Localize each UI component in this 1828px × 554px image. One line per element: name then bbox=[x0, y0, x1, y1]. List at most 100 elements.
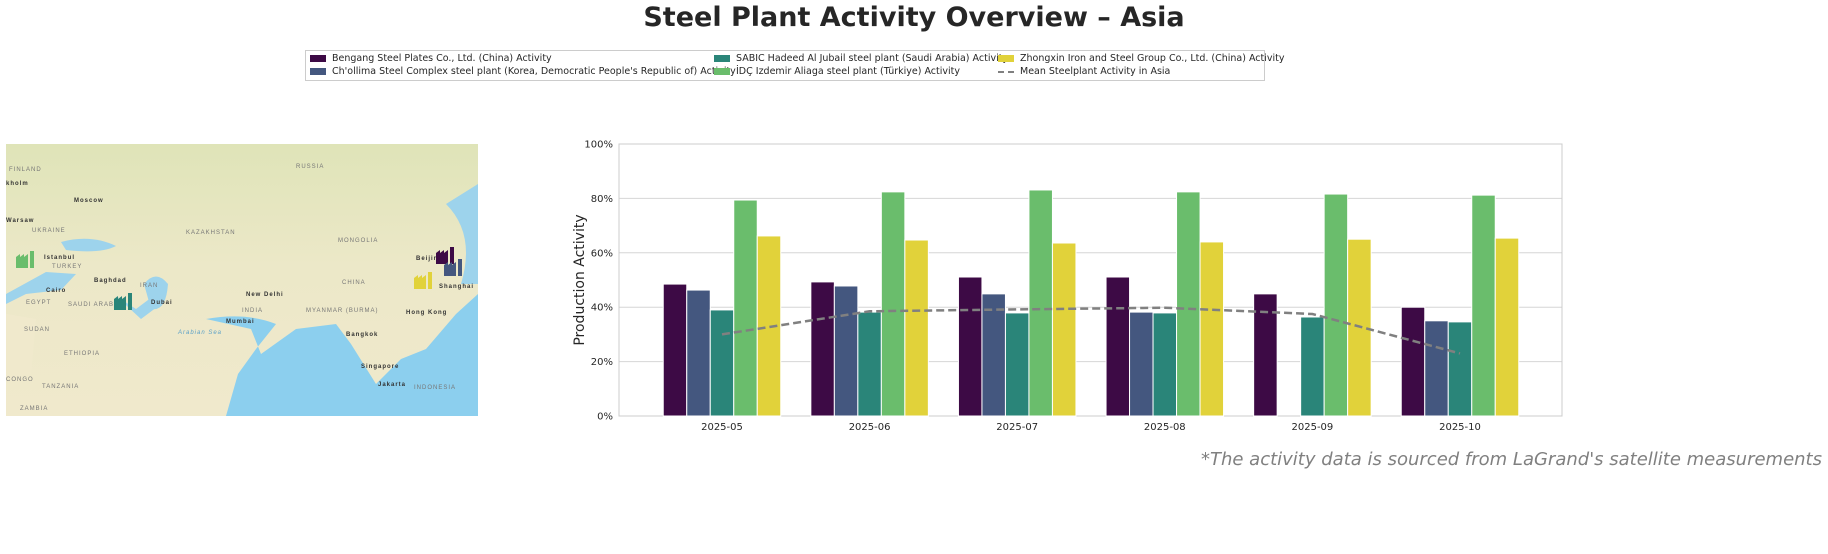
svg-text:Dubai: Dubai bbox=[151, 300, 173, 306]
factory-icon bbox=[436, 247, 454, 264]
x-tick-label: 2025-08 bbox=[1144, 422, 1186, 433]
svg-text:Mumbai: Mumbai bbox=[226, 319, 255, 325]
water bbox=[6, 184, 478, 416]
legend-label: SABIC Hadeed Al Jubail steel plant (Saud… bbox=[736, 53, 1009, 64]
factory-body bbox=[16, 254, 28, 268]
bar bbox=[1004, 312, 1030, 417]
svg-text:EGYPT: EGYPT bbox=[26, 300, 51, 306]
svg-text:CHINA: CHINA bbox=[342, 280, 366, 286]
bar bbox=[880, 191, 906, 417]
x-tick-label: 2025-09 bbox=[1292, 422, 1334, 433]
svg-text:Baghdad: Baghdad bbox=[94, 278, 127, 284]
bar bbox=[981, 293, 1006, 417]
bar bbox=[1494, 237, 1520, 417]
bar bbox=[833, 285, 859, 417]
svg-text:TANZANIA: TANZANIA bbox=[42, 384, 79, 390]
x-tick-label: 2025-07 bbox=[996, 422, 1038, 433]
svg-text:Bangkok: Bangkok bbox=[346, 332, 378, 338]
svg-text:Arabian Sea: Arabian Sea bbox=[177, 330, 222, 336]
y-tick-label: 100% bbox=[584, 140, 613, 151]
bar bbox=[1253, 293, 1278, 417]
svg-text:SAUDI ARABIA: SAUDI ARABIA bbox=[68, 302, 122, 308]
legend-label: Ch'ollima Steel Complex steel plant (Kor… bbox=[332, 66, 736, 77]
factory-icon bbox=[114, 293, 132, 310]
svg-text:Warsaw: Warsaw bbox=[6, 218, 34, 224]
bar bbox=[1152, 312, 1178, 417]
legend-label: İDÇ Izdemir Aliaga steel plant (Türkiye)… bbox=[736, 66, 960, 77]
map[interactable]: RUSSIA FINLAND kholm Moscow Warsaw UKRAI… bbox=[6, 144, 478, 416]
bar bbox=[1028, 189, 1053, 417]
y-tick-label: 80% bbox=[591, 194, 613, 205]
svg-text:Singapore: Singapore bbox=[361, 364, 399, 370]
legend-swatch bbox=[998, 55, 1014, 62]
bar bbox=[810, 281, 835, 417]
mean-line bbox=[721, 306, 1461, 355]
factory-icon bbox=[414, 272, 432, 289]
legend-swatch bbox=[714, 55, 730, 62]
plot-frame bbox=[618, 143, 1563, 417]
x-tick-label: 2025-06 bbox=[849, 422, 891, 433]
y-tick-label: 0% bbox=[597, 412, 613, 423]
legend: Bengang Steel Plates Co., Ltd. (China) A… bbox=[305, 50, 1285, 81]
bar bbox=[1176, 191, 1201, 417]
factory-chimney bbox=[450, 247, 454, 264]
factory-icon bbox=[444, 259, 462, 276]
svg-text:Jakarta: Jakarta bbox=[378, 382, 406, 388]
factory-chimney bbox=[30, 251, 34, 268]
svg-text:Beijing: Beijing bbox=[416, 256, 443, 262]
factory-body bbox=[436, 250, 448, 264]
factory-body bbox=[114, 296, 126, 310]
y-tick-label: 20% bbox=[591, 357, 613, 368]
y-tick-label: 40% bbox=[591, 303, 613, 314]
bar bbox=[1424, 320, 1449, 417]
bar bbox=[857, 311, 882, 417]
chart-title: Steel Plant Activity Overview – Asia bbox=[643, 2, 1185, 33]
bar bbox=[1447, 321, 1473, 417]
bar bbox=[1129, 311, 1154, 417]
factory-chimney bbox=[128, 293, 132, 310]
bar bbox=[733, 199, 758, 417]
bar bbox=[709, 309, 735, 417]
bar bbox=[1323, 193, 1349, 417]
legend-dash bbox=[998, 70, 1014, 73]
svg-text:Hong Kong: Hong Kong bbox=[406, 310, 447, 316]
legend-swatch bbox=[310, 55, 326, 62]
svg-text:ZAMBIA: ZAMBIA bbox=[20, 406, 48, 412]
legend-item: Bengang Steel Plates Co., Ltd. (China) A… bbox=[310, 53, 552, 64]
bar bbox=[662, 283, 688, 417]
factory-icon bbox=[16, 251, 34, 268]
svg-text:Moscow: Moscow bbox=[74, 198, 104, 204]
svg-text:UKRAINE: UKRAINE bbox=[32, 228, 66, 234]
legend-swatch bbox=[714, 68, 730, 75]
svg-text:KAZAKHSTAN: KAZAKHSTAN bbox=[186, 230, 236, 236]
svg-text:RUSSIA: RUSSIA bbox=[296, 164, 324, 170]
svg-text:INDIA: INDIA bbox=[242, 308, 263, 314]
legend-label: Bengang Steel Plates Co., Ltd. (China) A… bbox=[332, 53, 552, 64]
svg-text:New Delhi: New Delhi bbox=[246, 292, 284, 298]
svg-text:INDONESIA: INDONESIA bbox=[414, 385, 456, 391]
svg-text:kholm: kholm bbox=[6, 181, 29, 187]
map-labels: RUSSIA FINLAND kholm Moscow Warsaw UKRAI… bbox=[6, 164, 473, 412]
svg-text:ETHIOPIA: ETHIOPIA bbox=[64, 351, 100, 357]
legend-item: Mean Steelplant Activity in Asia bbox=[998, 66, 1170, 77]
legend-item: İDÇ Izdemir Aliaga steel plant (Türkiye)… bbox=[714, 66, 960, 77]
bar bbox=[1300, 316, 1325, 417]
svg-text:CONGO: CONGO bbox=[6, 377, 34, 383]
svg-text:FINLAND: FINLAND bbox=[9, 167, 42, 173]
x-tick-label: 2025-10 bbox=[1439, 422, 1481, 433]
svg-text:IRAN: IRAN bbox=[140, 283, 158, 289]
factory-chimney bbox=[458, 259, 462, 276]
legend-item: SABIC Hadeed Al Jubail steel plant (Saud… bbox=[714, 53, 1008, 64]
legend-item: Zhongxin Iron and Steel Group Co., Ltd. … bbox=[998, 53, 1285, 64]
y-tick-label: 60% bbox=[591, 248, 613, 259]
svg-text:SUDAN: SUDAN bbox=[24, 327, 50, 333]
x-tick-label: 2025-05 bbox=[701, 422, 743, 433]
bar bbox=[904, 239, 929, 417]
bar bbox=[1051, 242, 1077, 417]
svg-text:MONGOLIA: MONGOLIA bbox=[338, 238, 378, 244]
bar bbox=[686, 289, 711, 417]
legend-swatch bbox=[310, 68, 326, 75]
bar bbox=[957, 276, 983, 417]
bar bbox=[756, 235, 782, 417]
